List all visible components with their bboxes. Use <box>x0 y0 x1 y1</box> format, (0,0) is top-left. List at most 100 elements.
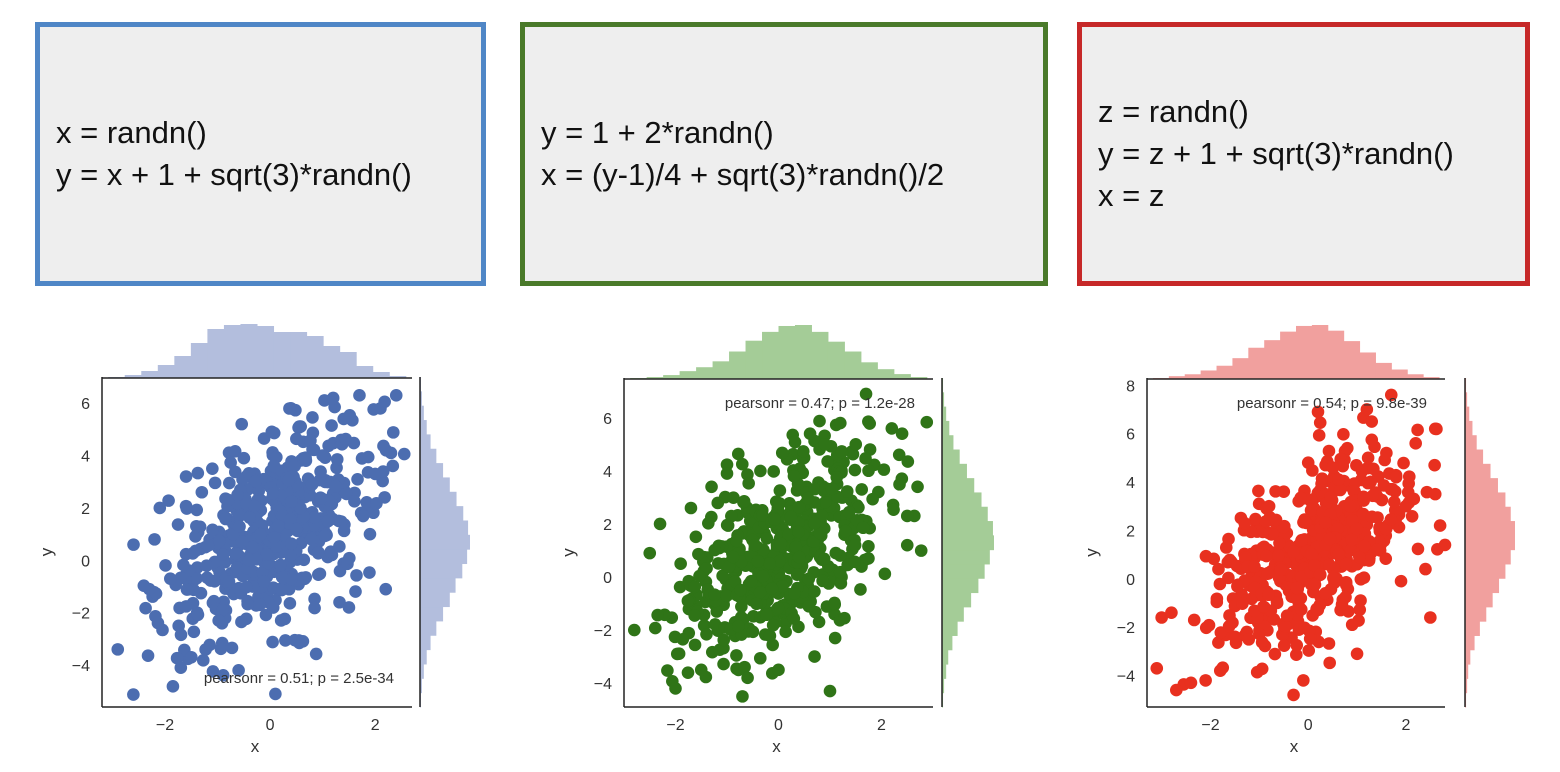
scatter-point <box>1357 490 1370 504</box>
scatter-point <box>1305 547 1319 561</box>
scatter-point <box>235 535 249 548</box>
scatter-point <box>240 580 253 594</box>
scatter-point <box>817 552 831 566</box>
x-histogram-bar <box>762 331 779 379</box>
scatter-point <box>803 427 817 441</box>
x-marginal-histogram <box>624 325 933 380</box>
x-histogram-bar <box>1343 341 1361 379</box>
scatter-point <box>1332 547 1345 561</box>
scatter-point <box>355 452 369 465</box>
scatter-point <box>1428 487 1442 501</box>
y-histogram-bar <box>420 506 464 521</box>
x-histogram-bar <box>1423 377 1440 379</box>
x-histogram-bar <box>860 362 878 379</box>
x-histogram-bar <box>910 377 928 379</box>
scatter-point <box>789 540 803 554</box>
scatter-point <box>374 402 387 415</box>
scatter-point <box>1386 482 1399 496</box>
scatter-point <box>1290 581 1303 595</box>
y-histogram-bar <box>420 391 422 407</box>
scatter-point <box>1358 539 1371 553</box>
scatter-point <box>1212 562 1225 576</box>
scatter-point <box>779 625 792 639</box>
x-histogram-bar <box>794 325 812 379</box>
scatter-point <box>774 537 788 551</box>
scatter-point <box>1319 516 1332 529</box>
scatter-point <box>808 482 822 496</box>
scatter-point <box>225 641 239 655</box>
y-tick-label: −2 <box>1117 620 1135 637</box>
scatter-point <box>180 502 194 515</box>
scatter-point <box>830 470 844 484</box>
y-histogram-bar <box>420 520 469 536</box>
scatter-point <box>751 555 765 568</box>
scatter-point <box>738 660 751 674</box>
y-axis-label: y <box>1082 548 1101 557</box>
scatter-point <box>1287 688 1300 702</box>
scatter-point <box>813 526 826 540</box>
scatter-point <box>397 447 411 461</box>
scatter-point <box>313 567 327 581</box>
scatter-point <box>1350 522 1364 536</box>
scatter-point <box>242 554 256 567</box>
scatter-point <box>222 476 236 490</box>
x-marginal-histogram <box>102 324 412 379</box>
y-histogram-bar <box>1465 420 1473 436</box>
x-tick-label: 2 <box>877 717 886 734</box>
scatter-point <box>859 452 872 465</box>
scatter-point <box>1419 562 1432 576</box>
scatter-point <box>191 466 205 480</box>
y-histogram-bar <box>420 663 424 679</box>
scatter-point <box>206 523 219 537</box>
y-tick-label: 4 <box>603 464 612 481</box>
scatter-point <box>661 664 674 677</box>
scatter-point <box>1335 598 1349 611</box>
y-histogram-bar <box>942 649 949 665</box>
scatter-point <box>708 618 722 631</box>
y-histogram-bar <box>942 606 964 622</box>
x-histogram-bar <box>712 361 730 379</box>
scatter-point <box>179 547 193 561</box>
x-tick-label: 0 <box>266 717 275 734</box>
scatter-point <box>788 587 801 600</box>
scatter-point <box>127 688 140 701</box>
y-tick-label: 6 <box>603 411 612 428</box>
y-histogram-bar <box>942 406 947 422</box>
scatter-point <box>318 529 332 543</box>
scatter-point <box>1278 619 1292 633</box>
y-tick-label: 6 <box>1126 427 1135 444</box>
scatter-point <box>1228 630 1242 644</box>
x-histogram-bar <box>646 377 664 379</box>
y-histogram-bar <box>1465 506 1511 522</box>
scatter-point <box>1361 451 1375 465</box>
scatter-point <box>340 487 353 501</box>
scatter-point <box>1326 461 1339 474</box>
x-tick-label: 2 <box>1401 717 1410 734</box>
y-histogram-bar <box>1465 435 1477 451</box>
scatter-point <box>351 472 364 486</box>
x-histogram-bar <box>273 332 291 378</box>
scatter-point <box>775 446 789 460</box>
scatter-point <box>243 511 256 524</box>
scatter-point <box>653 517 667 531</box>
scatter-points <box>1150 388 1452 702</box>
scatter-point <box>651 608 664 622</box>
x-histogram-bar <box>811 331 829 379</box>
scatter-point <box>1187 613 1201 627</box>
scatter-point <box>1255 636 1269 649</box>
y-tick-label: −4 <box>594 676 612 693</box>
scatter-point <box>1165 606 1178 619</box>
scatter-point <box>1409 437 1422 450</box>
scatter-point <box>767 465 780 478</box>
model-2-code-box: y = 1 + 2*randn() x = (y-1)/4 + sqrt(3)*… <box>520 22 1048 286</box>
y-histogram-bar <box>942 535 994 551</box>
y-histogram-bar <box>420 606 444 622</box>
scatter-point <box>230 561 244 574</box>
scatter-point <box>330 453 344 466</box>
scatter-point <box>787 612 801 625</box>
scatter-point <box>720 589 734 603</box>
y-axis-label: y <box>559 548 578 557</box>
x-histogram-bar <box>1184 374 1202 379</box>
y-tick-label: 6 <box>81 396 90 413</box>
scatter-point <box>180 583 194 596</box>
